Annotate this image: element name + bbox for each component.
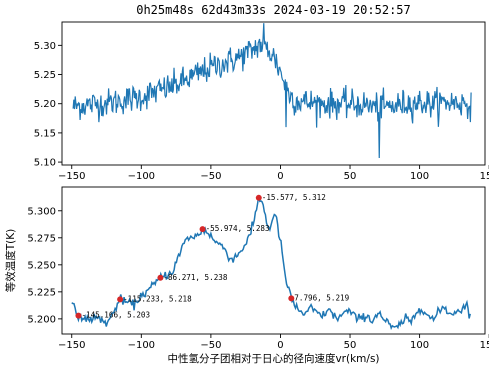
x-tick-label: 0 <box>277 171 283 182</box>
y-tick-label: 5.15 <box>34 128 56 139</box>
x-tick-label: −150 <box>58 171 85 182</box>
x-tick-label: −50 <box>200 171 221 182</box>
x-tick-label: −100 <box>128 171 155 182</box>
data-label-2: -115.233, 5.218 <box>123 294 192 303</box>
x-tick-label: 150 <box>480 340 489 351</box>
chart-1: 0h25m48s 62d43m33s 2024-03-19 20:52:57 −1… <box>34 3 489 182</box>
x-tick-label: −150 <box>58 340 85 351</box>
y-tick-label: 5.25 <box>34 70 56 81</box>
y-tick-label: 5.250 <box>27 260 56 271</box>
data-label-1: -145.166, 5.203 <box>81 311 150 320</box>
axes-frame <box>62 22 485 165</box>
chart-2: -145.166, 5.203 -115.233, 5.218 -86.271, 5… <box>4 187 489 365</box>
x-tick-label: 0 <box>277 340 283 351</box>
x-tick-label: 50 <box>344 171 357 182</box>
x-tick-label: 100 <box>410 171 429 182</box>
y-tick-label: 5.275 <box>27 233 56 244</box>
data-label-6: 7.796, 5.219 <box>294 293 349 302</box>
y-tick-label: 5.300 <box>27 206 56 217</box>
series-line-1 <box>72 195 471 328</box>
x-axis-label: 中性氢分子团相对于日心的径向速度vr(km/s) <box>167 352 379 365</box>
series-line-1 <box>73 23 471 158</box>
y-axis-label: 等效温度T(K) <box>4 229 17 293</box>
y-tick-label: 5.10 <box>34 158 56 169</box>
x-tick-label: 100 <box>410 340 429 351</box>
y-tick-label: 5.200 <box>27 314 56 325</box>
x-tick-label: −50 <box>200 340 221 351</box>
chart-title: 0h25m48s 62d43m33s 2024-03-19 20:52:57 <box>136 3 411 17</box>
data-label-4: -55.974, 5.283 <box>206 224 270 233</box>
y-tick-label: 5.225 <box>27 287 56 298</box>
y-tick-label: 5.20 <box>34 99 56 110</box>
data-label-3: -86.271, 5.238 <box>163 273 227 282</box>
x-tick-label: 150 <box>480 171 489 182</box>
x-tick-label: 50 <box>344 340 357 351</box>
y-tick-label: 5.30 <box>34 41 56 52</box>
data-label-5: -15.577, 5.312 <box>262 193 326 202</box>
x-tick-label: −100 <box>128 340 155 351</box>
